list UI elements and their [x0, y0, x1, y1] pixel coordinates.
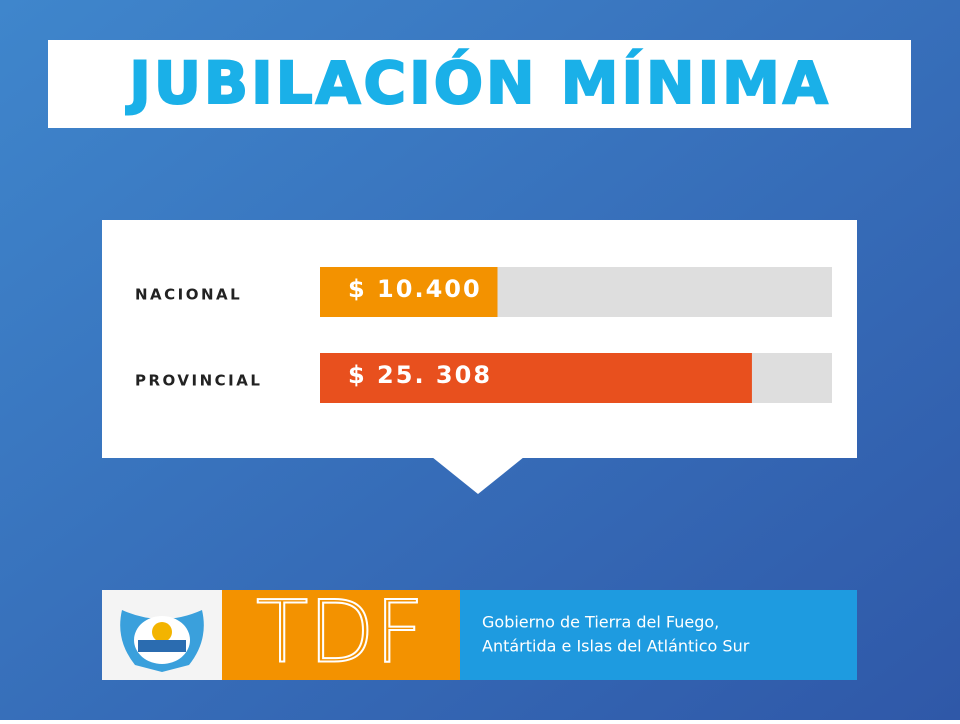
footer-line: Antártida e Islas del Atlántico Sur: [482, 637, 750, 656]
footer-blue: [460, 590, 857, 680]
category-label: PROVINCIAL: [135, 372, 262, 390]
footer-line: Gobierno de Tierra del Fuego,: [482, 613, 719, 632]
logo-orange: [222, 590, 460, 680]
bar: [320, 267, 498, 317]
category-label: NACIONAL: [135, 286, 242, 304]
chart-card: [102, 220, 857, 458]
value-label: $ 25. 308: [348, 361, 492, 389]
value-label: $ 10.400: [348, 275, 482, 303]
card-pointer: [432, 457, 524, 494]
logo-emblem: [120, 610, 204, 672]
logo-text: TDF: [256, 583, 424, 683]
title-box: [48, 40, 911, 128]
bar: [320, 353, 752, 403]
bars: NACIONAL $ 10.400 PROVINCIAL $ 25. 308: [135, 267, 832, 403]
chart-title: JUBILACIÓN MÍNIMA: [125, 48, 831, 117]
